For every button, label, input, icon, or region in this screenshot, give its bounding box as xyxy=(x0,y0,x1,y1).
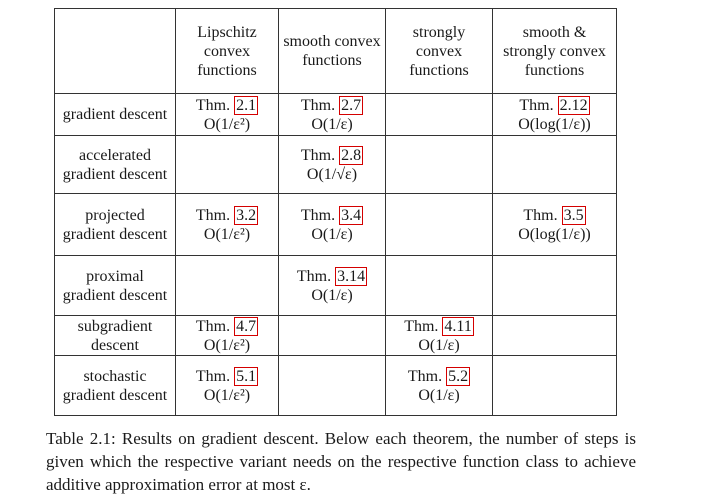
table-row: accelerated gradient descent Thm. 2.8 O(… xyxy=(54,135,617,194)
complexity-bound: O(1/ε) xyxy=(418,336,460,354)
theorem-prefix: Thm. xyxy=(195,317,231,335)
column-header-label: strongly convex functions xyxy=(409,23,469,79)
empty-cell xyxy=(492,255,617,316)
theorem-prefix: Thm. xyxy=(296,267,332,285)
empty-cell xyxy=(175,135,279,194)
complexity-bound: O(1/ε) xyxy=(311,286,353,304)
theorem-line: Thm. 4.11 xyxy=(390,316,488,336)
theorem-prefix: Thm. xyxy=(300,146,336,164)
table-row: gradient descent Thm. 2.1 O(1/ε²) Thm. 2… xyxy=(54,93,617,136)
complexity-bound: O(1/√ε) xyxy=(306,165,358,183)
complexity-bound: O(1/ε²) xyxy=(203,225,251,243)
theorem-link[interactable]: 2.12 xyxy=(557,95,590,115)
column-header-lipschitz: Lipschitz convex functions xyxy=(175,8,279,94)
theorem-prefix: Thm. xyxy=(195,206,231,224)
empty-cell xyxy=(492,355,617,416)
method-cell: accelerated gradient descent xyxy=(54,135,176,194)
theorem-line: Thm. 3.2 xyxy=(180,205,274,225)
complexity-bound: O(log(1/ε)) xyxy=(518,115,591,133)
theorem-line: Thm. 3.14 xyxy=(283,266,381,286)
empty-cell xyxy=(278,315,386,356)
theorem-link[interactable]: 5.2 xyxy=(446,366,471,386)
result-cell: Thm. 2.8 O(1/√ε) xyxy=(278,135,386,194)
result-cell: Thm. 2.7 O(1/ε) xyxy=(278,93,386,136)
theorem-prefix: Thm. xyxy=(407,367,443,385)
results-table: Lipschitz convex functions smooth convex… xyxy=(54,8,617,416)
empty-cell xyxy=(492,315,617,356)
theorem-prefix: Thm. xyxy=(300,206,336,224)
complexity-bound: O(log(1/ε)) xyxy=(518,225,591,243)
theorem-line: Thm. 3.4 xyxy=(283,205,381,225)
theorem-link[interactable]: 3.14 xyxy=(335,266,368,286)
theorem-prefix: Thm. xyxy=(519,96,554,114)
header-row: Lipschitz convex functions smooth convex… xyxy=(54,8,617,94)
empty-cell xyxy=(278,355,386,416)
theorem-link[interactable]: 4.11 xyxy=(442,316,474,336)
theorem-link[interactable]: 2.7 xyxy=(339,95,364,115)
table-row: projected gradient descent Thm. 3.2 O(1/… xyxy=(54,193,617,256)
theorem-prefix: Thm. xyxy=(300,96,336,114)
result-cell: Thm. 3.2 O(1/ε²) xyxy=(175,193,279,256)
method-cell: projected gradient descent xyxy=(54,193,176,256)
theorem-line: Thm. 5.2 xyxy=(390,366,488,386)
column-header-label: smooth & strongly convex functions xyxy=(503,23,606,79)
result-cell: Thm. 5.1 O(1/ε²) xyxy=(175,355,279,416)
theorem-line: Thm. 5.1 xyxy=(180,366,274,386)
theorem-link[interactable]: 3.4 xyxy=(339,205,364,225)
method-cell: stochastic gradient descent xyxy=(54,355,176,416)
theorem-link[interactable]: 3.2 xyxy=(234,205,259,225)
theorem-line: Thm. 3.5 xyxy=(497,205,612,225)
table-row: subgradient descent Thm. 4.7 O(1/ε²) Thm… xyxy=(54,315,617,356)
table-caption: Table 2.1: Results on gradient descent. … xyxy=(46,429,636,494)
theorem-prefix: Thm. xyxy=(195,367,231,385)
theorem-link[interactable]: 2.1 xyxy=(234,95,259,115)
theorem-prefix: Thm. xyxy=(195,96,231,114)
complexity-bound: O(1/ε²) xyxy=(203,386,251,404)
empty-cell xyxy=(385,93,493,136)
complexity-bound: O(1/ε²) xyxy=(203,115,251,133)
column-header-smooth-strongly-convex: smooth & strongly convex functions xyxy=(492,8,617,94)
result-cell: Thm. 3.14 O(1/ε) xyxy=(278,255,386,316)
theorem-line: Thm. 2.1 xyxy=(180,95,274,115)
table-row: proximal gradient descent Thm. 3.14 O(1/… xyxy=(54,255,617,316)
column-header-label: Lipschitz convex functions xyxy=(197,23,257,79)
theorem-prefix: Thm. xyxy=(404,317,439,335)
theorem-line: Thm. 2.7 xyxy=(283,95,381,115)
theorem-link[interactable]: 2.8 xyxy=(339,145,364,165)
result-cell: Thm. 2.1 O(1/ε²) xyxy=(175,93,279,136)
empty-cell xyxy=(175,255,279,316)
complexity-bound: O(1/ε) xyxy=(311,115,353,133)
method-cell: proximal gradient descent xyxy=(54,255,176,316)
header-corner xyxy=(54,8,176,94)
empty-cell xyxy=(385,193,493,256)
empty-cell xyxy=(492,135,617,194)
empty-cell xyxy=(385,255,493,316)
table-row: stochastic gradient descent Thm. 5.1 O(1… xyxy=(54,355,617,416)
results-table-container: Lipschitz convex functions smooth convex… xyxy=(54,8,617,416)
result-cell: Thm. 3.5 O(log(1/ε)) xyxy=(492,193,617,256)
complexity-bound: O(1/ε) xyxy=(418,386,460,404)
theorem-link[interactable]: 4.7 xyxy=(234,316,259,336)
empty-cell xyxy=(385,135,493,194)
result-cell: Thm. 2.12 O(log(1/ε)) xyxy=(492,93,617,136)
result-cell: Thm. 4.7 O(1/ε²) xyxy=(175,315,279,356)
complexity-bound: O(1/ε²) xyxy=(203,336,251,354)
method-cell: gradient descent xyxy=(54,93,176,136)
complexity-bound: O(1/ε) xyxy=(311,225,353,243)
column-header-label: smooth convex functions xyxy=(283,33,381,69)
method-cell: subgradient descent xyxy=(54,315,176,356)
theorem-link[interactable]: 3.5 xyxy=(561,205,586,225)
theorem-prefix: Thm. xyxy=(523,206,558,224)
result-cell: Thm. 4.11 O(1/ε) xyxy=(385,315,493,356)
column-header-smooth: smooth convex functions xyxy=(278,8,386,94)
theorem-line: Thm. 2.12 xyxy=(497,95,612,115)
theorem-link[interactable]: 5.1 xyxy=(234,366,259,386)
column-header-strongly-convex: strongly convex functions xyxy=(385,8,493,94)
theorem-line: Thm. 2.8 xyxy=(283,145,381,165)
result-cell: Thm. 3.4 O(1/ε) xyxy=(278,193,386,256)
result-cell: Thm. 5.2 O(1/ε) xyxy=(385,355,493,416)
theorem-line: Thm. 4.7 xyxy=(180,316,274,336)
